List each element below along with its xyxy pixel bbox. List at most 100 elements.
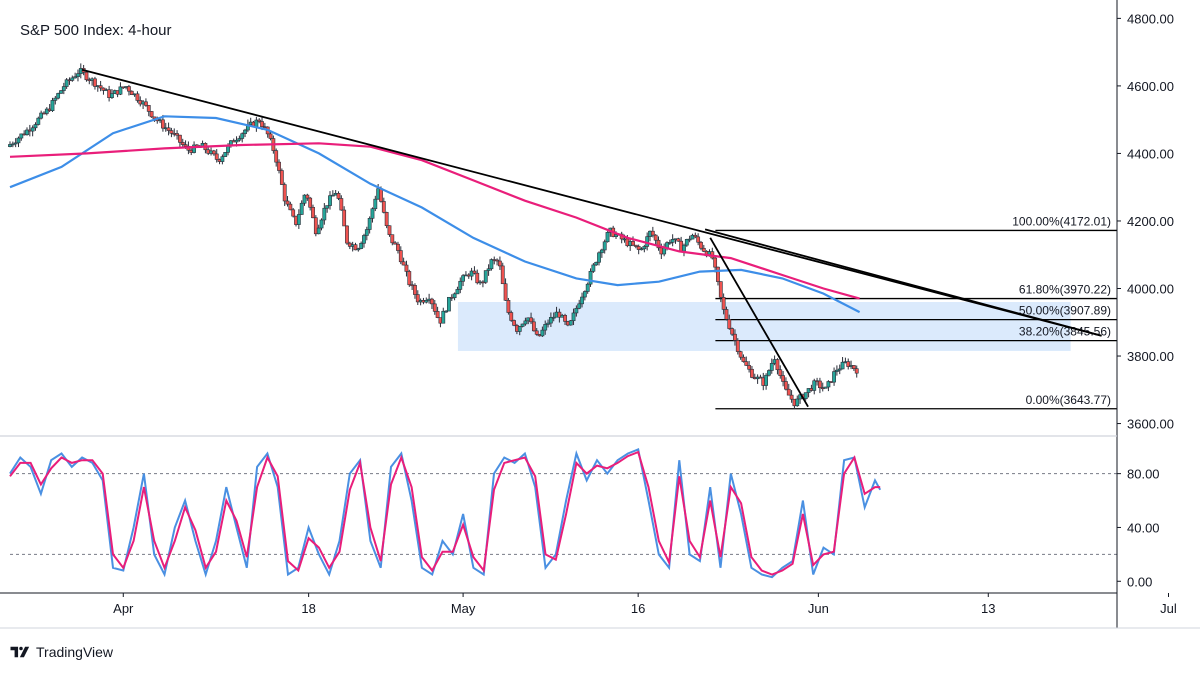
candle — [517, 325, 522, 336]
candle — [540, 326, 545, 337]
candle-body — [129, 90, 134, 95]
candle — [577, 299, 582, 310]
candle — [214, 149, 219, 163]
candle — [135, 91, 140, 103]
candle-body — [534, 330, 539, 335]
candle — [330, 190, 335, 197]
candle — [639, 247, 644, 251]
candle-body — [296, 214, 301, 225]
candle-body — [750, 368, 754, 378]
candle-body — [591, 264, 596, 272]
candle-body — [500, 265, 505, 285]
candle — [277, 159, 281, 174]
candle — [240, 132, 245, 143]
candle — [846, 358, 851, 370]
candle — [279, 168, 284, 185]
candle — [336, 191, 341, 201]
candle-body — [404, 264, 409, 272]
candle — [854, 365, 859, 378]
candle-body — [424, 300, 429, 303]
candle — [551, 312, 556, 322]
candle-body — [316, 227, 321, 235]
candle-body — [455, 289, 460, 295]
candle-body — [214, 153, 219, 160]
candle-body — [546, 322, 550, 325]
candle-body — [577, 303, 582, 309]
candle-body — [769, 363, 774, 371]
candle-body — [588, 271, 593, 285]
candle-body — [330, 194, 335, 197]
brand-footer[interactable]: TradingView — [10, 644, 113, 660]
candle-body — [599, 249, 604, 254]
chart-title: S&P 500 Index: 4-hour — [20, 22, 172, 39]
candle — [563, 313, 567, 325]
candle — [401, 257, 406, 266]
candle-body — [803, 392, 808, 399]
candle-body — [390, 234, 395, 244]
fib-level-label: 50.00%(3907.89) — [1019, 304, 1111, 318]
candle-body — [50, 100, 55, 111]
candle-body — [642, 246, 647, 250]
candle — [602, 239, 607, 254]
candle-body — [401, 261, 406, 266]
candle — [223, 152, 228, 157]
candle-body — [475, 272, 480, 284]
candle — [730, 327, 735, 336]
candle — [653, 234, 658, 245]
candle — [328, 191, 332, 210]
candle — [257, 118, 262, 124]
candle-body — [33, 124, 38, 129]
candle-body — [795, 398, 800, 407]
candle — [571, 308, 576, 326]
candle-body — [716, 266, 720, 282]
candle — [840, 357, 845, 370]
candle-body — [540, 329, 545, 337]
candle — [696, 233, 701, 246]
candle-body — [285, 200, 290, 205]
candle-body — [447, 296, 451, 312]
candle — [631, 236, 635, 247]
candle-body — [775, 359, 780, 371]
candle — [44, 107, 49, 116]
candle — [744, 356, 749, 366]
candle-body — [812, 380, 817, 391]
candle-body — [291, 209, 296, 217]
candle-body — [506, 300, 511, 313]
candle-body — [379, 188, 383, 202]
candle — [781, 371, 785, 387]
candle — [53, 95, 58, 105]
candle — [483, 270, 488, 284]
y-tick-label: 4600.00 — [1127, 79, 1174, 94]
candle — [430, 297, 434, 310]
moving-average-fast — [9, 115, 861, 314]
candle — [699, 240, 703, 251]
candle — [56, 92, 61, 100]
candle — [325, 205, 330, 213]
candle-body — [786, 388, 791, 396]
candle-body — [387, 225, 392, 235]
candle — [274, 148, 279, 167]
candles-layer — [8, 63, 859, 409]
candle — [356, 247, 361, 252]
candle-body — [396, 243, 400, 251]
candle — [452, 292, 457, 301]
candle — [543, 320, 548, 335]
candle-body — [605, 232, 610, 243]
candle-body — [362, 235, 366, 244]
candle — [146, 104, 151, 117]
candle-body — [693, 234, 698, 238]
candle-body — [430, 298, 434, 305]
candle-body — [670, 239, 675, 243]
candle-body — [656, 239, 661, 249]
trendline — [81, 68, 1102, 337]
candle-body — [183, 144, 188, 147]
candle — [110, 88, 114, 99]
candle — [291, 207, 296, 218]
candle-body — [778, 369, 783, 376]
candle — [387, 225, 392, 237]
candle — [503, 278, 508, 301]
candle-body — [733, 333, 737, 341]
candle-body — [563, 314, 567, 322]
candle — [305, 193, 310, 201]
candle-body — [851, 365, 856, 369]
